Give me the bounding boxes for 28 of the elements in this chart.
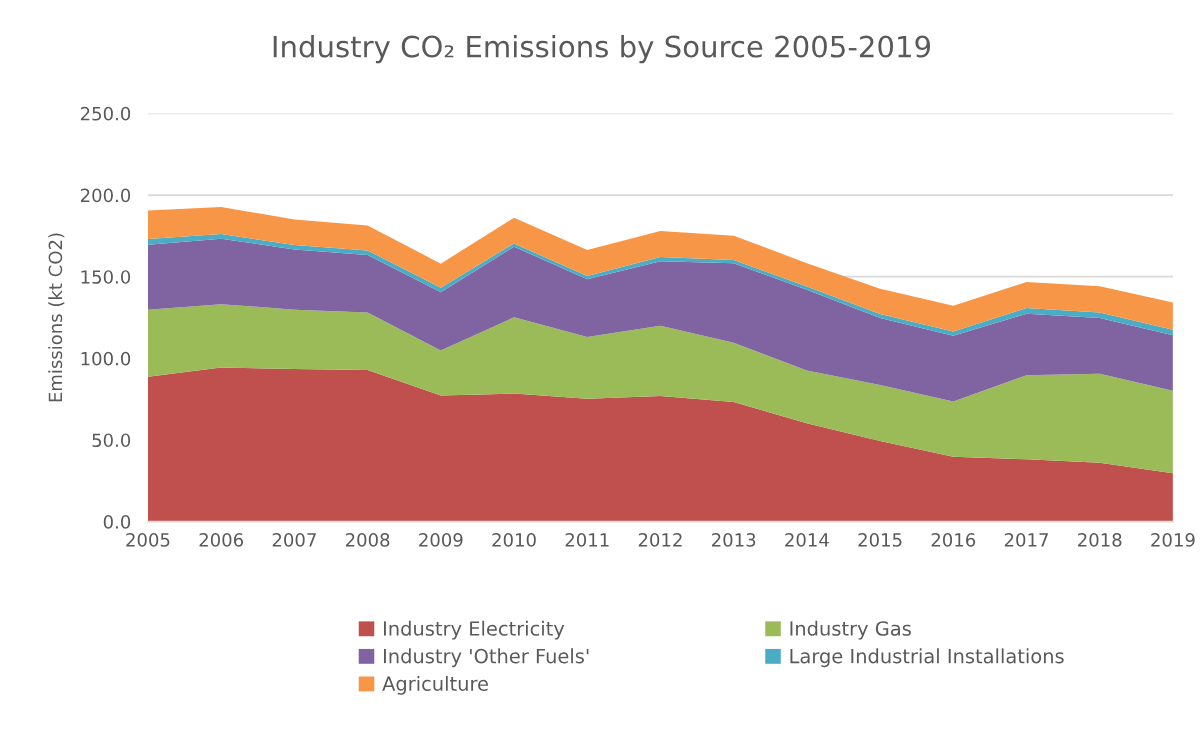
legend-label: Large Industrial Installations [790,648,1064,668]
y-axis-title: Emissions (kt CO2) [48,233,65,402]
x-tick-label: 2015 [858,533,902,547]
x-tick-label: 2017 [1004,533,1048,547]
x-tick-label: 2019 [1151,533,1195,547]
y-tick-label: 0.0 [103,515,131,529]
x-tick-label: 2012 [638,533,682,547]
y-tick-label: 100.0 [81,351,131,366]
x-tick-label: 2009 [419,533,463,547]
legend-label: Agriculture [382,675,488,695]
legend-label: Industry Gas [790,620,911,640]
x-tick-label: 2014 [785,533,829,547]
x-tick-label: 2005 [126,533,170,547]
x-tick-label: 2016 [931,533,976,547]
y-tick-label: 250.0 [80,106,131,121]
y-tick-label: 150.0 [81,270,131,284]
x-tick-label: 2011 [565,533,609,547]
legend-label: Industry Electricity [383,620,565,640]
x-tick-label: 2018 [1078,533,1122,547]
chart-title: Industry CO₂ Emissions by Source 2005-2019 [273,35,931,64]
y-tick-label: 200.0 [80,188,131,203]
legend-label: Industry 'Other Fuels' [383,648,589,668]
x-tick-label: 2013 [712,533,756,547]
x-tick-label: 2006 [199,533,244,547]
x-tick-label: 2007 [272,533,316,547]
x-tick-label: 2008 [345,533,390,547]
y-tick-label: 50.0 [92,433,131,448]
x-tick-label: 2010 [492,533,536,547]
